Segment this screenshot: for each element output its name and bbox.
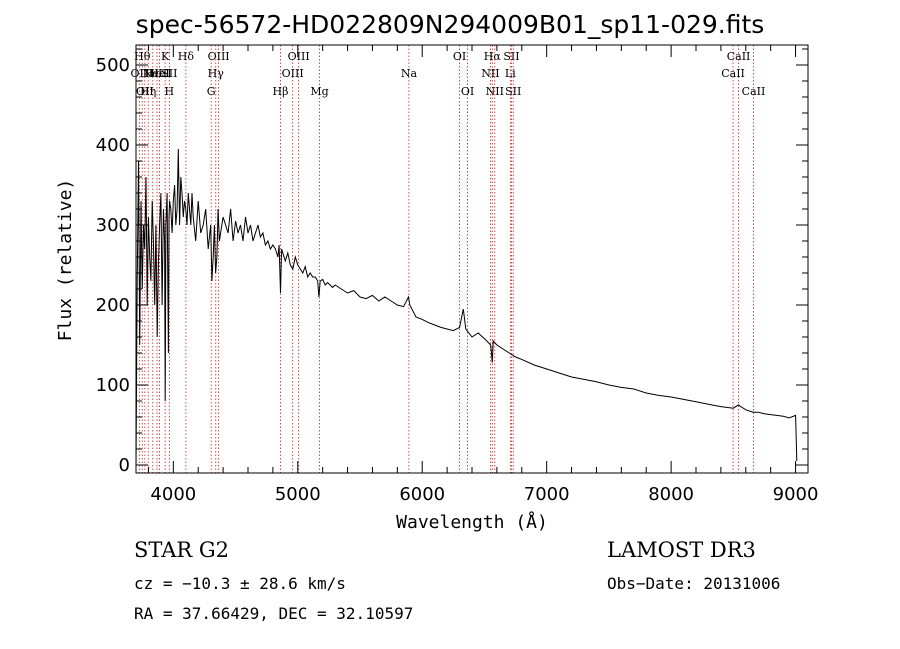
line-marker-label: SII	[161, 67, 177, 80]
line-marker-label: Mg	[310, 85, 328, 98]
line-marker-label: CaII	[742, 85, 766, 98]
line-marker-label: Hθ	[134, 50, 151, 63]
survey-label: LAMOST DR3	[607, 538, 756, 562]
y-tick-label: 200	[96, 295, 130, 316]
line-marker-label: Hα	[484, 50, 502, 63]
x-tick-label: 4000	[150, 484, 196, 505]
y-tick-label: 100	[96, 375, 130, 396]
line-marker-label: HeI	[149, 67, 169, 80]
plot-frame	[135, 44, 809, 474]
line-marker-label: CaII	[721, 67, 745, 80]
x-tick-label: 6000	[399, 484, 445, 505]
ra-dec-value: RA = 37.66429, DEC = 32.10597	[134, 604, 414, 623]
line-marker-label: Li	[505, 67, 516, 80]
chart-title: spec-56572-HD022809N294009B01_sp11-029.f…	[135, 10, 765, 39]
object-class-label: STAR G2	[134, 538, 230, 562]
x-tick-label: 9000	[773, 484, 819, 505]
line-marker-label: OII	[136, 85, 154, 98]
cz-value: cz = −10.3 ± 28.6 km/s	[134, 574, 346, 593]
line-marker-label: K	[161, 50, 170, 63]
x-axis-label: Wavelength (Å)	[396, 511, 548, 533]
y-tick-label: 0	[119, 455, 130, 476]
line-marker-label: OII	[131, 67, 149, 80]
x-tick-label: 7000	[524, 484, 570, 505]
line-marker-label: OI	[453, 50, 466, 63]
line-marker-label: OIII	[288, 50, 310, 63]
x-axis-ticks: 4000 5000 6000 7000 8000 9000	[147, 45, 819, 505]
line-marker-label: Hβ	[273, 85, 289, 98]
y-axis-ticks: 0 100 200 300 400 500	[96, 48, 808, 476]
line-marker-label: NeIII	[142, 67, 171, 80]
line-marker-label: Hη	[140, 85, 156, 98]
line-marker-label: Na	[401, 67, 418, 80]
x-tick-label: 5000	[275, 484, 321, 505]
line-marker-label: G	[207, 85, 216, 98]
line-marker-label: Hδ	[178, 50, 195, 63]
line-marker-label: NII	[486, 85, 504, 98]
line-marker-label: Hε	[145, 67, 161, 80]
emission-line-labels: OIIHθOIIHηHεNeIIIHeIKHSIIHδGHγOIIIHβOIII…	[131, 50, 766, 98]
line-marker-label: SII	[505, 85, 521, 98]
y-tick-label: 500	[96, 55, 130, 76]
y-tick-label: 300	[96, 215, 130, 236]
line-marker-label: SII	[503, 50, 519, 63]
emission-line-markers	[138, 45, 754, 473]
x-tick-label: 8000	[648, 484, 694, 505]
obs-date: Obs−Date: 20131006	[607, 574, 781, 593]
line-marker-label: OIII	[282, 67, 304, 80]
line-marker-label: NII	[481, 67, 499, 80]
line-marker-label: CaII	[727, 50, 751, 63]
line-marker-label: OI	[461, 85, 474, 98]
y-tick-label: 400	[96, 135, 130, 156]
y-axis-label: Flux (relative)	[55, 179, 76, 342]
line-marker-label: H	[165, 85, 175, 98]
line-marker-label: OIII	[208, 50, 230, 63]
spectrum-series-line	[135, 148, 798, 470]
line-marker-label: Hγ	[208, 67, 225, 80]
